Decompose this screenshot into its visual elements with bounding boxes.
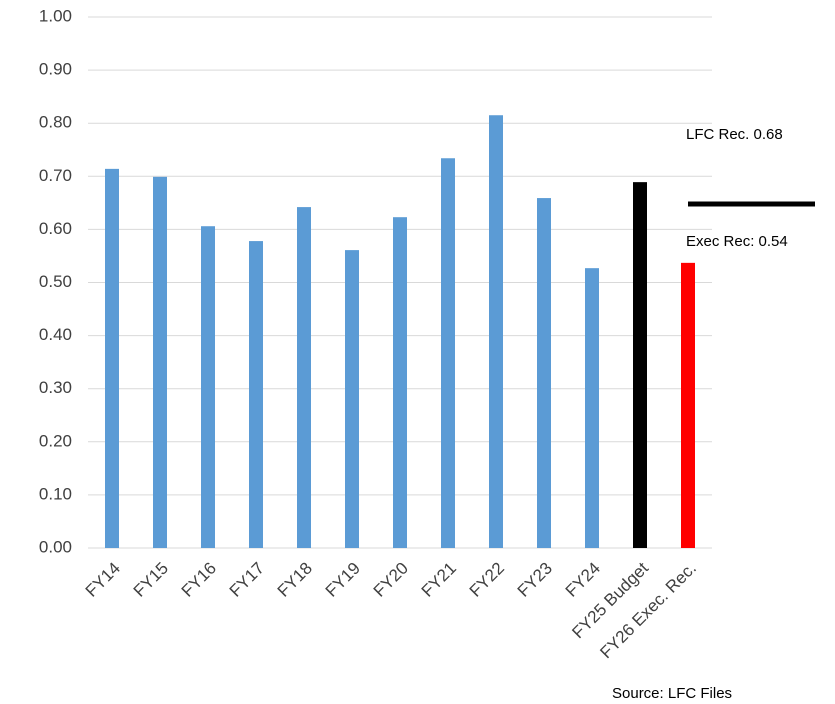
x-tick-label: FY15: [130, 559, 172, 601]
x-tick-label: FY19: [322, 559, 364, 601]
y-tick-label: 0.50: [39, 272, 72, 291]
x-tick-label: FY23: [514, 559, 556, 601]
x-tick-label: FY18: [274, 559, 316, 601]
bar: [297, 207, 311, 548]
bar: [441, 158, 455, 548]
y-tick-label: 0.60: [39, 219, 72, 238]
bar: [105, 168, 119, 548]
bar: [537, 198, 551, 549]
y-tick-label: 0.00: [39, 537, 72, 556]
bar: [393, 217, 407, 548]
x-tick-label: FY16: [178, 559, 220, 601]
x-tick-label: FY22: [466, 559, 508, 601]
annotation: Exec Rec: 0.54: [686, 233, 788, 250]
x-tick-label: FY20: [370, 559, 412, 601]
bar: [201, 226, 215, 549]
bar: [633, 182, 647, 549]
y-tick-label: 0.80: [39, 113, 72, 132]
x-tick-label: FY24: [562, 559, 604, 601]
x-tick-label: FY21: [418, 559, 460, 601]
bar: [153, 176, 167, 548]
x-tick-label: FY17: [226, 559, 268, 601]
source: Source: LFC Files: [612, 685, 732, 702]
y-tick-label: 0.40: [39, 325, 72, 344]
bar: [249, 241, 263, 548]
y-tick-label: 0.30: [39, 378, 72, 397]
y-tick-label: 0.70: [39, 166, 72, 185]
y-tick-label: 0.20: [39, 431, 72, 450]
bar: [489, 115, 503, 549]
bar: [681, 262, 695, 548]
y-tick-label: 1.00: [39, 6, 72, 25]
x-tick-label: FY14: [82, 559, 124, 601]
bar: [585, 268, 599, 548]
annotation: LFC Rec. 0.68: [686, 126, 783, 143]
y-tick-label: 0.90: [39, 60, 72, 79]
bar: [345, 250, 359, 548]
y-tick-label: 0.10: [39, 484, 72, 503]
